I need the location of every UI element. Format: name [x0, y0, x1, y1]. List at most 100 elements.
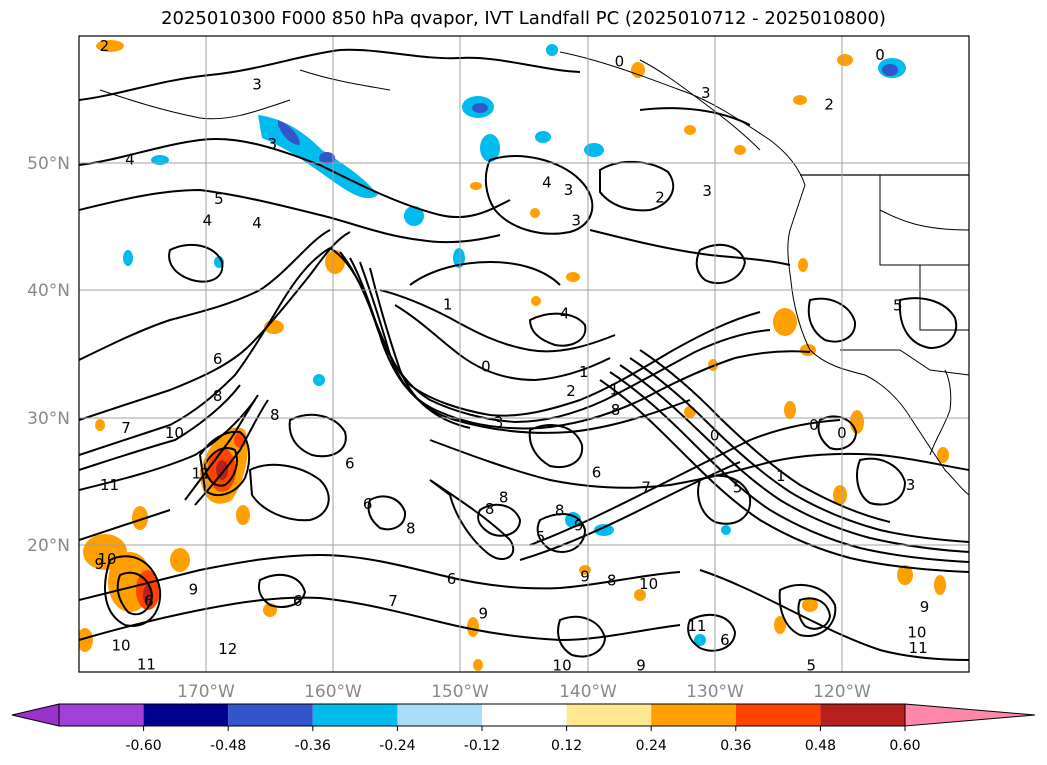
contour-label: 3	[973, 255, 983, 273]
map-frame	[78, 35, 970, 673]
colorbar-tick-label: -0.24	[379, 738, 415, 754]
contour-label: 3	[701, 84, 711, 102]
contour-label: 6	[720, 631, 730, 649]
colorbar-extend-high	[904, 703, 1036, 727]
contour-label: 6	[592, 463, 602, 481]
contour-label: 1	[443, 295, 453, 313]
lat-tick-label: 20°N	[27, 536, 70, 556]
map-background	[79, 36, 969, 672]
contour-label: 3	[571, 211, 581, 229]
coastline-layer	[99, 51, 969, 496]
colorbar-tick-label: -0.60	[125, 738, 161, 754]
contour-label: 9	[390, 680, 400, 698]
contour-label: 6	[293, 592, 303, 610]
contour-label: 9	[189, 580, 199, 598]
colorbar-bin	[820, 704, 905, 726]
contour-label: 11	[192, 465, 211, 483]
colorbar-bin	[59, 704, 144, 726]
contour-label: 2	[824, 96, 834, 114]
contour-label: 10	[907, 624, 926, 642]
contour-label: 5	[733, 479, 743, 497]
lat-tick-label: 40°N	[27, 281, 70, 301]
colorbar-bin	[735, 704, 821, 726]
contour-label: 9	[515, 683, 525, 701]
contour-label: 12	[218, 640, 237, 658]
contour-label: 6	[213, 350, 223, 368]
contour-label: 8	[607, 571, 617, 589]
lon-axis-labels: 170°W 160°W 150°W 140°W 130°W 120°W	[177, 682, 871, 702]
contour-label: 0	[837, 424, 847, 442]
colorbar: -0.60 -0.48 -0.36 -0.24 -0.12 0.12 0.24 …	[11, 703, 1036, 754]
colorbar-tick-label: 0.12	[551, 738, 582, 754]
contour-label: 9	[479, 605, 489, 623]
colorbar-tick-label: -0.48	[210, 738, 246, 754]
contour-label: 1	[579, 363, 589, 381]
contour-label: 10	[111, 636, 130, 654]
contour-label: 5	[807, 657, 817, 675]
contour-label: 0	[710, 426, 720, 444]
contour-label: 8	[485, 500, 495, 518]
colorbar-tick-label: 0.36	[720, 738, 751, 754]
contour-label: 10	[639, 575, 658, 593]
lat-axis-labels: 50°N 40°N 30°N 20°N	[27, 154, 70, 556]
contour-label: 8	[270, 406, 280, 424]
contour-label: 1	[776, 467, 786, 485]
contour-label: 8	[166, 669, 176, 687]
lon-tick-label: 120°W	[813, 682, 871, 702]
lon-tick-label: 140°W	[559, 682, 617, 702]
contour-label: 4	[252, 214, 262, 232]
contour-label: 9	[580, 568, 590, 586]
colorbar-bin	[143, 704, 229, 726]
contour-label: 11	[137, 655, 156, 673]
contour-label: 3	[702, 182, 712, 200]
contour-label: 9	[95, 555, 105, 573]
contour-label: 5	[536, 528, 546, 546]
contour-label: 10	[640, 669, 659, 687]
contour-label: 8	[213, 387, 223, 405]
colorbar-bin	[566, 704, 652, 726]
colorbar-extend-low	[11, 703, 60, 727]
contour-label: 2	[566, 382, 576, 400]
colorbar-tick-label: 0.60	[889, 738, 920, 754]
contour-label: 11	[100, 476, 119, 494]
contour-layer	[79, 48, 969, 661]
contour-label: 8	[611, 401, 621, 419]
contour-label: 7	[121, 419, 131, 437]
colorbar-ticks	[143, 726, 906, 731]
contour-label: 8	[555, 502, 565, 520]
contour-label: 0	[481, 358, 491, 376]
contour-label: 3	[906, 476, 916, 494]
contour-label: 3	[252, 75, 262, 93]
contour-label: 6	[447, 570, 457, 588]
contour-label: 2	[100, 37, 110, 55]
colorbar-bin	[312, 704, 398, 726]
contour-label: 6	[363, 495, 373, 513]
contour-label: 1	[610, 381, 620, 399]
contour-label: 4	[542, 173, 552, 191]
contour-label: 5	[893, 297, 903, 315]
contour-label: 11	[687, 617, 706, 635]
contour-label: 4	[203, 211, 213, 229]
lat-tick-label: 30°N	[27, 409, 70, 429]
contour-label: 9	[574, 517, 584, 535]
contour-label: 8	[499, 489, 509, 507]
contour-label: -13	[635, 687, 660, 705]
contour-label: 6	[345, 454, 355, 472]
contour-label: 2	[967, 686, 977, 704]
colorbar-tick-label: 0.48	[805, 738, 836, 754]
contour-label: 7	[641, 479, 651, 497]
contour-label: 5	[214, 190, 224, 208]
contour-label: 3	[494, 414, 504, 432]
colorbar-bin	[651, 704, 736, 726]
lon-tick-label: 160°W	[304, 682, 362, 702]
contour-label: 11	[250, 678, 269, 696]
contour-label: 8	[406, 519, 416, 537]
colorbar-bin	[397, 704, 482, 726]
plot-title: 2025010300 F000 850 hPa qvapor, IVT Land…	[161, 8, 886, 29]
contour-label: 9	[636, 657, 646, 675]
contour-label: 0	[615, 52, 625, 70]
contour-label: 10	[165, 424, 184, 442]
contour-label: 4	[560, 304, 570, 322]
